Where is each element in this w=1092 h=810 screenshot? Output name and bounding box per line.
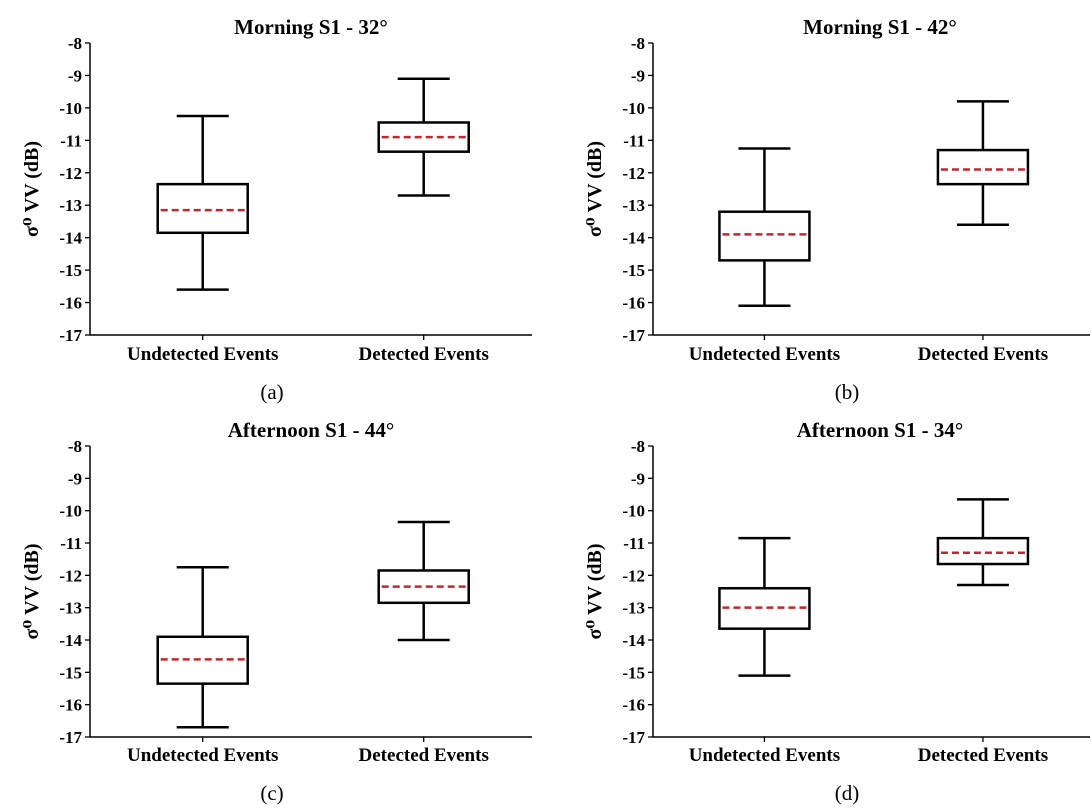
- x-category-label: Detected Events: [918, 745, 1048, 766]
- y-axis-label: σ⁰ VV (dB): [21, 141, 43, 237]
- box-undetected-events: [718, 536, 811, 677]
- chart-title: Morning S1 - 42°: [803, 15, 957, 39]
- box-undetected-events: [156, 566, 249, 729]
- box-detected-events: [936, 498, 1030, 587]
- box-undetected-events: [156, 114, 249, 291]
- y-tick-label: -9: [631, 66, 645, 85]
- y-tick-label: -12: [622, 164, 645, 183]
- y-tick-label: -10: [622, 99, 645, 118]
- y-tick-label: -11: [623, 534, 645, 553]
- panel-label: (d): [835, 781, 860, 805]
- iqr-box: [718, 210, 811, 262]
- y-tick-label: -12: [622, 566, 645, 585]
- y-tick-label: -15: [59, 261, 82, 280]
- panel-label: (c): [260, 781, 283, 805]
- y-tick-label: -13: [59, 599, 82, 618]
- y-tick-label: -16: [622, 294, 645, 313]
- iqr-box: [377, 569, 470, 605]
- y-tick-label: -13: [622, 196, 645, 215]
- y-tick-label: -17: [59, 326, 82, 345]
- y-tick-label: -9: [68, 66, 82, 85]
- y-tick-label: -14: [622, 229, 645, 248]
- chart-panel-a: Morning S1 - 32° -8 -9 -10 -11 -12 -13 -14 -15 -1…: [21, 15, 532, 404]
- panel-label: (b): [835, 380, 860, 404]
- y-tick-label: -15: [622, 261, 645, 280]
- box-detected-events: [936, 100, 1030, 226]
- x-category-label: Undetected Events: [127, 745, 278, 766]
- iqr-box: [718, 587, 811, 630]
- y-tick-label: -11: [60, 534, 82, 553]
- y-tick-label: -8: [631, 34, 645, 53]
- y-tick-label: -14: [622, 631, 645, 650]
- iqr-box: [936, 148, 1030, 186]
- y-axis-label: σ⁰ VV (dB): [584, 544, 606, 640]
- chart-title: Morning S1 - 32°: [234, 15, 388, 39]
- iqr-box: [377, 121, 470, 153]
- iqr-box: [156, 635, 249, 685]
- x-category-label: Detected Events: [359, 344, 489, 365]
- y-axis-label: σ⁰ VV (dB): [584, 141, 606, 237]
- chart-panel-d: Afternoon S1 - 34° -8 -9 -10 -11 -12 -13 -14 -15…: [584, 418, 1090, 805]
- x-category-label: Undetected Events: [127, 344, 278, 365]
- y-tick-label: -17: [59, 728, 82, 747]
- iqr-box: [936, 536, 1030, 566]
- y-tick-label: -15: [59, 663, 82, 682]
- y-tick-label: -8: [68, 34, 82, 53]
- box-undetected-events: [718, 147, 811, 308]
- chart-panel-c: Afternoon S1 - 44° -8 -9 -10 -11 -12 -13 -14 -15…: [21, 418, 532, 805]
- y-tick-label: -14: [59, 631, 82, 650]
- y-tick-label: -15: [622, 663, 645, 682]
- chart-title: Afternoon S1 - 34°: [797, 418, 963, 442]
- x-category-label: Detected Events: [359, 745, 489, 766]
- y-axis-label: σ⁰ VV (dB): [21, 544, 43, 640]
- y-tick-label: -16: [59, 696, 82, 715]
- y-tick-label: -16: [59, 294, 82, 313]
- x-category-label: Detected Events: [918, 344, 1048, 365]
- y-tick-label: -8: [68, 437, 82, 456]
- x-category-label: Undetected Events: [689, 745, 840, 766]
- box-detected-events: [377, 520, 470, 642]
- y-tick-label: -17: [622, 728, 645, 747]
- y-tick-label: -16: [622, 696, 645, 715]
- box-detected-events: [377, 77, 470, 197]
- x-category-label: Undetected Events: [689, 344, 840, 365]
- chart-title: Afternoon S1 - 44°: [228, 418, 394, 442]
- iqr-box: [156, 182, 249, 235]
- y-tick-label: -14: [59, 229, 82, 248]
- y-tick-label: -13: [59, 196, 82, 215]
- y-tick-label: -11: [623, 131, 645, 150]
- y-tick-label: -9: [68, 469, 82, 488]
- y-tick-label: -13: [622, 599, 645, 618]
- y-tick-label: -10: [622, 502, 645, 521]
- y-tick-label: -9: [631, 469, 645, 488]
- y-tick-label: -12: [59, 566, 82, 585]
- panel-label: (a): [260, 380, 283, 404]
- y-tick-label: -11: [60, 131, 82, 150]
- y-tick-label: -12: [59, 164, 82, 183]
- y-tick-label: -17: [622, 326, 645, 345]
- y-tick-label: -10: [59, 99, 82, 118]
- chart-panel-b: Morning S1 - 42° -8 -9 -10 -11 -12 -13 -14 -15 -1…: [584, 15, 1090, 404]
- y-tick-label: -8: [631, 437, 645, 456]
- y-tick-label: -10: [59, 502, 82, 521]
